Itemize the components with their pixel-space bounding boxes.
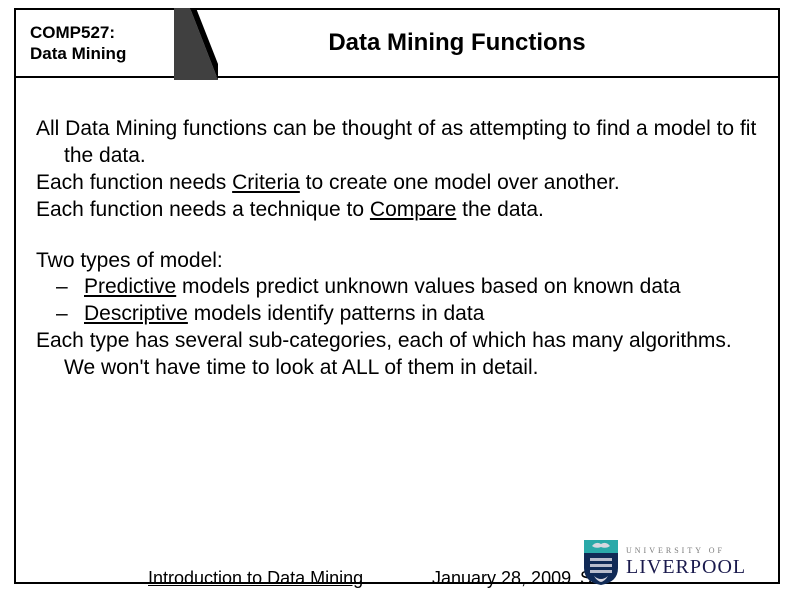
p3-a: Each function needs a technique to (36, 198, 370, 221)
footer-topic: Introduction to Data Mining (148, 568, 363, 589)
p3-b: the data. (456, 198, 544, 221)
slide-title: Data Mining Functions (216, 10, 778, 76)
paragraph-2: Each function needs Criteria to create o… (36, 170, 760, 197)
p5-line1: Each type has several sub-categories, ea… (36, 329, 623, 352)
b1-underline: Predictive (84, 275, 176, 298)
paragraph-3: Each function needs a technique to Compa… (36, 197, 760, 224)
footer-date: January 28, 2009 (432, 568, 571, 589)
p2-a: Each function needs (36, 171, 232, 194)
course-code: COMP527: (30, 23, 115, 42)
course-name: Data Mining (30, 44, 126, 63)
header-divider (176, 10, 216, 76)
course-label: COMP527: Data Mining (16, 10, 176, 76)
list-item: Predictive models predict unknown values… (56, 274, 760, 301)
slide-header: COMP527: Data Mining Data Mining Functio… (14, 8, 780, 78)
p2-underline: Criteria (232, 171, 300, 194)
model-types-list: Predictive models predict unknown values… (36, 274, 760, 328)
paragraph-4: Two types of model: (36, 248, 760, 275)
slide-body: All Data Mining functions can be thought… (36, 116, 760, 382)
logo-text: UNIVERSITY OF LIVERPOOL (626, 546, 746, 579)
list-item: Descriptive models identify patterns in … (56, 301, 760, 328)
paragraph-5: Each type has several sub-categories, ea… (36, 328, 760, 382)
university-logo: UNIVERSITY OF LIVERPOOL (582, 534, 780, 590)
logo-university-of: UNIVERSITY OF (626, 546, 746, 555)
logo-liverpool: LIVERPOOL (626, 556, 746, 579)
b1-rest: models predict unknown values based on k… (176, 275, 680, 298)
p3-underline: Compare (370, 198, 456, 221)
paragraph-1: All Data Mining functions can be thought… (36, 116, 760, 170)
p1-line1: All Data Mining functions can be thought… (36, 117, 648, 140)
b2-rest: models identify patterns in data (188, 302, 485, 325)
p2-b: to create one model over another. (300, 171, 620, 194)
b2-underline: Descriptive (84, 302, 188, 325)
shield-icon (582, 538, 620, 586)
